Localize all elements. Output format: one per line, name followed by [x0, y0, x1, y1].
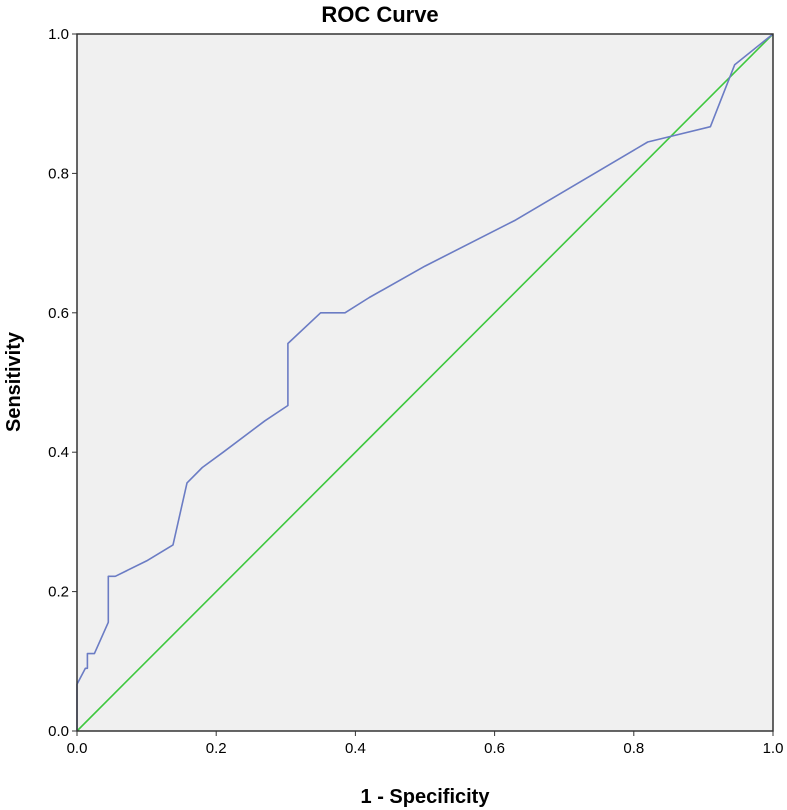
x-tick-label: 0.6 [484, 740, 505, 757]
x-tick-label: 0.4 [345, 740, 366, 757]
chart-title: ROC Curve [321, 2, 438, 27]
x-axis-title: 1 - Specificity [361, 786, 491, 808]
y-tick-label: 0.4 [48, 444, 69, 461]
y-tick-label: 0.2 [48, 584, 69, 601]
x-tick-label: 0.2 [206, 740, 227, 757]
y-tick-label: 0.0 [48, 723, 69, 740]
y-axis-title: Sensitivity [3, 331, 25, 432]
x-tick-label: 0.8 [623, 740, 644, 757]
y-tick-label: 0.6 [48, 305, 69, 322]
series-layer [76, 33, 774, 732]
plot-frame [76, 33, 774, 732]
y-tick-label: 1.0 [48, 26, 69, 43]
reference-diagonal-line [76, 33, 774, 732]
axis-ticks: 0.0 0.2 0.4 0.6 0.8 1.0 0.0 0.2 0.4 0.6 0.8 1.0 [48, 26, 783, 757]
x-tick-label: 1.0 [763, 740, 784, 757]
x-tick-label: 0.0 [67, 740, 88, 757]
roc-curve-line [76, 33, 774, 731]
y-tick-label: 0.8 [48, 165, 69, 182]
